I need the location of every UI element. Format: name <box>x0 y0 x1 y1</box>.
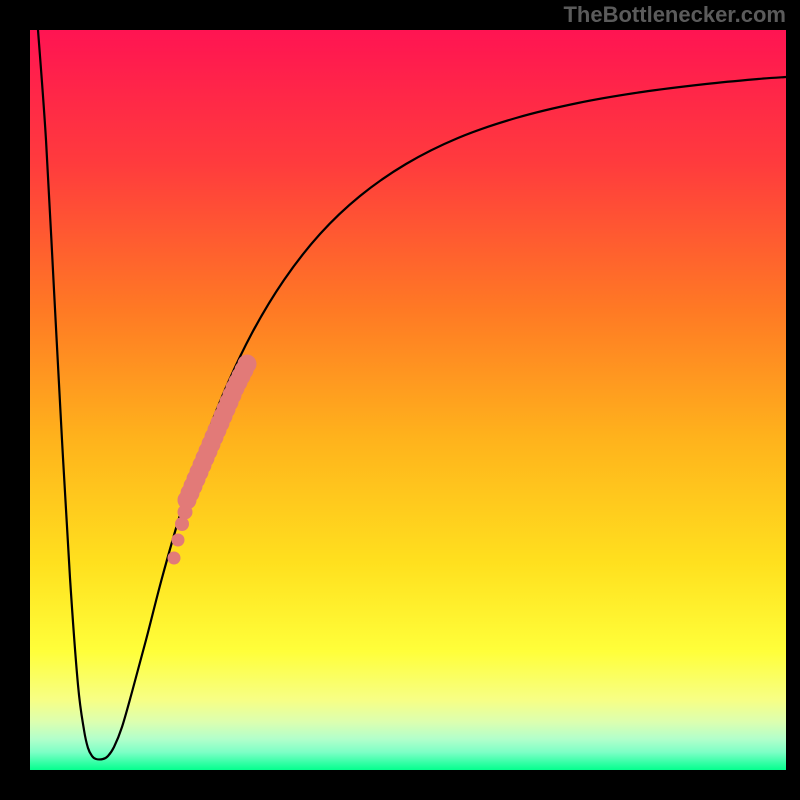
watermark-text: TheBottlenecker.com <box>563 2 786 28</box>
plot-area <box>30 30 786 770</box>
chart-container: TheBottlenecker.com <box>0 0 800 800</box>
